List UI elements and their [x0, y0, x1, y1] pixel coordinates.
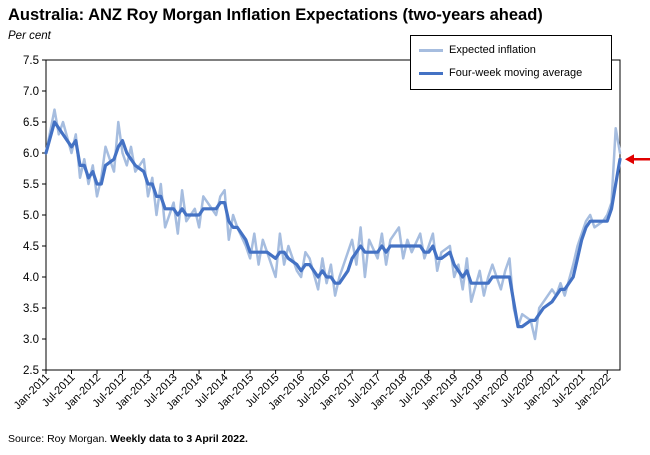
plot-area — [45, 59, 621, 371]
latest-value-arrow — [625, 154, 650, 165]
chart-title: Australia: ANZ Roy Morgan Inflation Expe… — [8, 6, 543, 24]
y-tick-label: 4.5 — [23, 241, 39, 253]
series-line-expected-inflation — [44, 108, 622, 341]
legend-label: Expected inflation — [449, 44, 536, 56]
y-tick-label: 3.5 — [23, 303, 39, 315]
legend-item-expected-inflation: Expected inflation — [419, 41, 536, 59]
y-tick-label: 6.0 — [23, 148, 39, 160]
y-tick-label: 5.5 — [23, 179, 39, 191]
source-text: Source: Roy Morgan. — [8, 433, 108, 445]
y-tick-label: 4.0 — [23, 272, 39, 284]
y-axis-label: Per cent — [8, 30, 51, 42]
legend-swatch-dark — [419, 71, 443, 75]
series-line-moving-average — [44, 120, 622, 329]
legend-label: Four-week moving average — [449, 67, 583, 79]
y-tick-label: 7.5 — [23, 55, 39, 67]
legend-swatch-light — [419, 48, 443, 52]
y-tick-label: 7.0 — [23, 86, 39, 98]
y-tick-label: 3.0 — [23, 334, 39, 346]
chart-source: Source: Roy Morgan. Weekly data to 3 Apr… — [8, 433, 248, 445]
y-tick-label: 5.0 — [23, 210, 39, 222]
y-tick-label: 6.5 — [23, 117, 39, 129]
legend-item-moving-average: Four-week moving average — [419, 64, 582, 82]
y-tick-label: 2.5 — [23, 365, 39, 377]
source-note: Weekly data to 3 April 2022. — [110, 433, 248, 445]
arrow-head — [625, 154, 634, 165]
chart-legend: Expected inflation Four-week moving aver… — [410, 35, 612, 90]
